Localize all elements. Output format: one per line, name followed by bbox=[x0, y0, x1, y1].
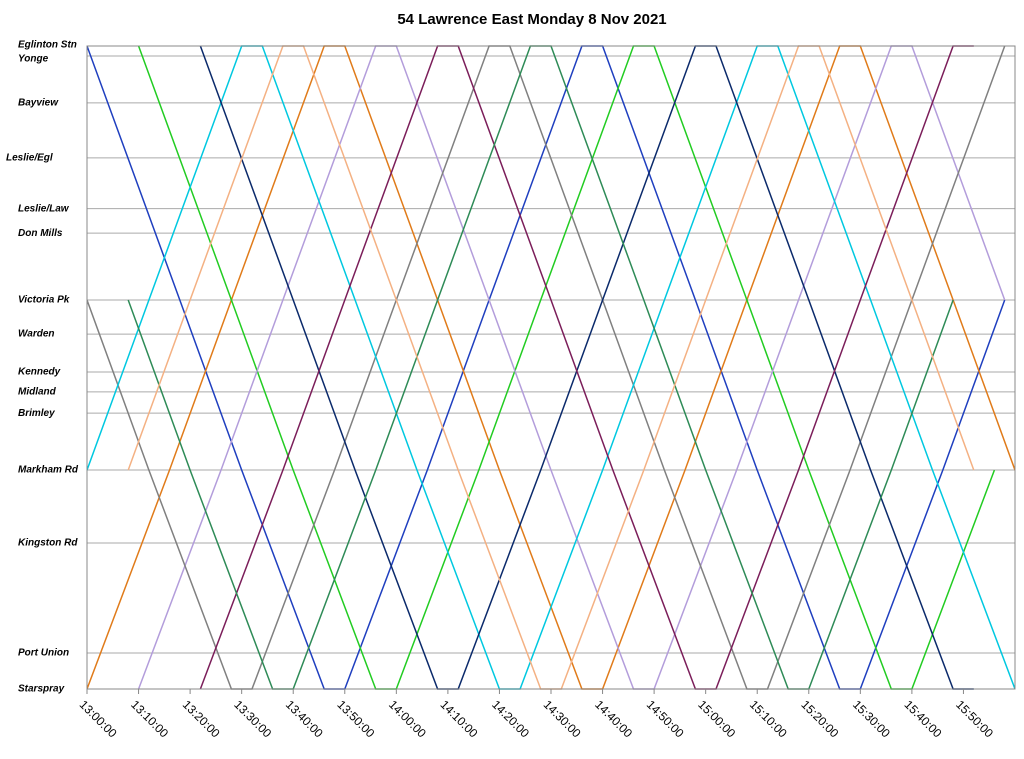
y-tick-label: Kennedy bbox=[18, 367, 61, 378]
x-tick-label: 14:20:00 bbox=[489, 697, 532, 740]
x-tick-label: 15:30:00 bbox=[850, 697, 893, 740]
x-tick-label: 14:40:00 bbox=[592, 697, 635, 740]
x-tick-label: 14:30:00 bbox=[541, 697, 584, 740]
y-tick-label: Victoria Pk bbox=[18, 295, 70, 306]
y-tick-label: Starspray bbox=[18, 684, 65, 695]
y-tick-label: Leslie/Law bbox=[18, 203, 70, 214]
bus-trace bbox=[137, 45, 996, 690]
x-tick-label: 13:40:00 bbox=[283, 697, 326, 740]
y-tick-label: Bayview bbox=[18, 98, 59, 109]
x-tick-label: 15:40:00 bbox=[902, 697, 945, 740]
x-tick-label: 13:50:00 bbox=[334, 697, 377, 740]
bus-trace bbox=[87, 45, 1015, 690]
y-tick-label: Warden bbox=[18, 329, 55, 340]
bus-trace bbox=[199, 45, 974, 690]
y-tick-label: Markham Rd bbox=[18, 465, 79, 476]
x-tick-label: 13:30:00 bbox=[231, 697, 274, 740]
y-tick-label: Kingston Rd bbox=[18, 538, 78, 549]
bus-trace bbox=[199, 45, 974, 690]
y-tick-label: Don Mills bbox=[18, 228, 63, 239]
x-tick-label: 15:00:00 bbox=[695, 697, 738, 740]
y-tick-label: Port Union bbox=[18, 648, 69, 659]
plot-frame bbox=[86, 45, 1016, 690]
chart-title: 54 Lawrence East Monday 8 Nov 2021 bbox=[397, 11, 666, 28]
bus-trace bbox=[127, 45, 954, 690]
y-tick-label: Midland bbox=[18, 387, 57, 398]
bus-trace bbox=[137, 45, 1006, 690]
y-tick-label: Brimley bbox=[18, 408, 55, 419]
y-tick-label: Yonge bbox=[18, 54, 49, 65]
y-tick-label: Eglinton Stn bbox=[18, 40, 77, 51]
x-tick-label: 15:20:00 bbox=[798, 697, 841, 740]
x-tick-label: 13:10:00 bbox=[128, 697, 171, 740]
x-tick-label: 14:10:00 bbox=[438, 697, 481, 740]
x-tick-label: 13:20:00 bbox=[180, 697, 223, 740]
x-tick-label: 15:10:00 bbox=[747, 697, 790, 740]
x-tick-label: 14:00:00 bbox=[386, 697, 429, 740]
x-tick-label: 15:50:00 bbox=[953, 697, 996, 740]
x-tick-label: 13:00:00 bbox=[77, 697, 120, 740]
y-tick-label: Leslie/Egl bbox=[6, 153, 53, 164]
bus-trace bbox=[127, 45, 975, 690]
bus-trace bbox=[87, 45, 1015, 690]
x-tick-label: 14:50:00 bbox=[644, 697, 687, 740]
